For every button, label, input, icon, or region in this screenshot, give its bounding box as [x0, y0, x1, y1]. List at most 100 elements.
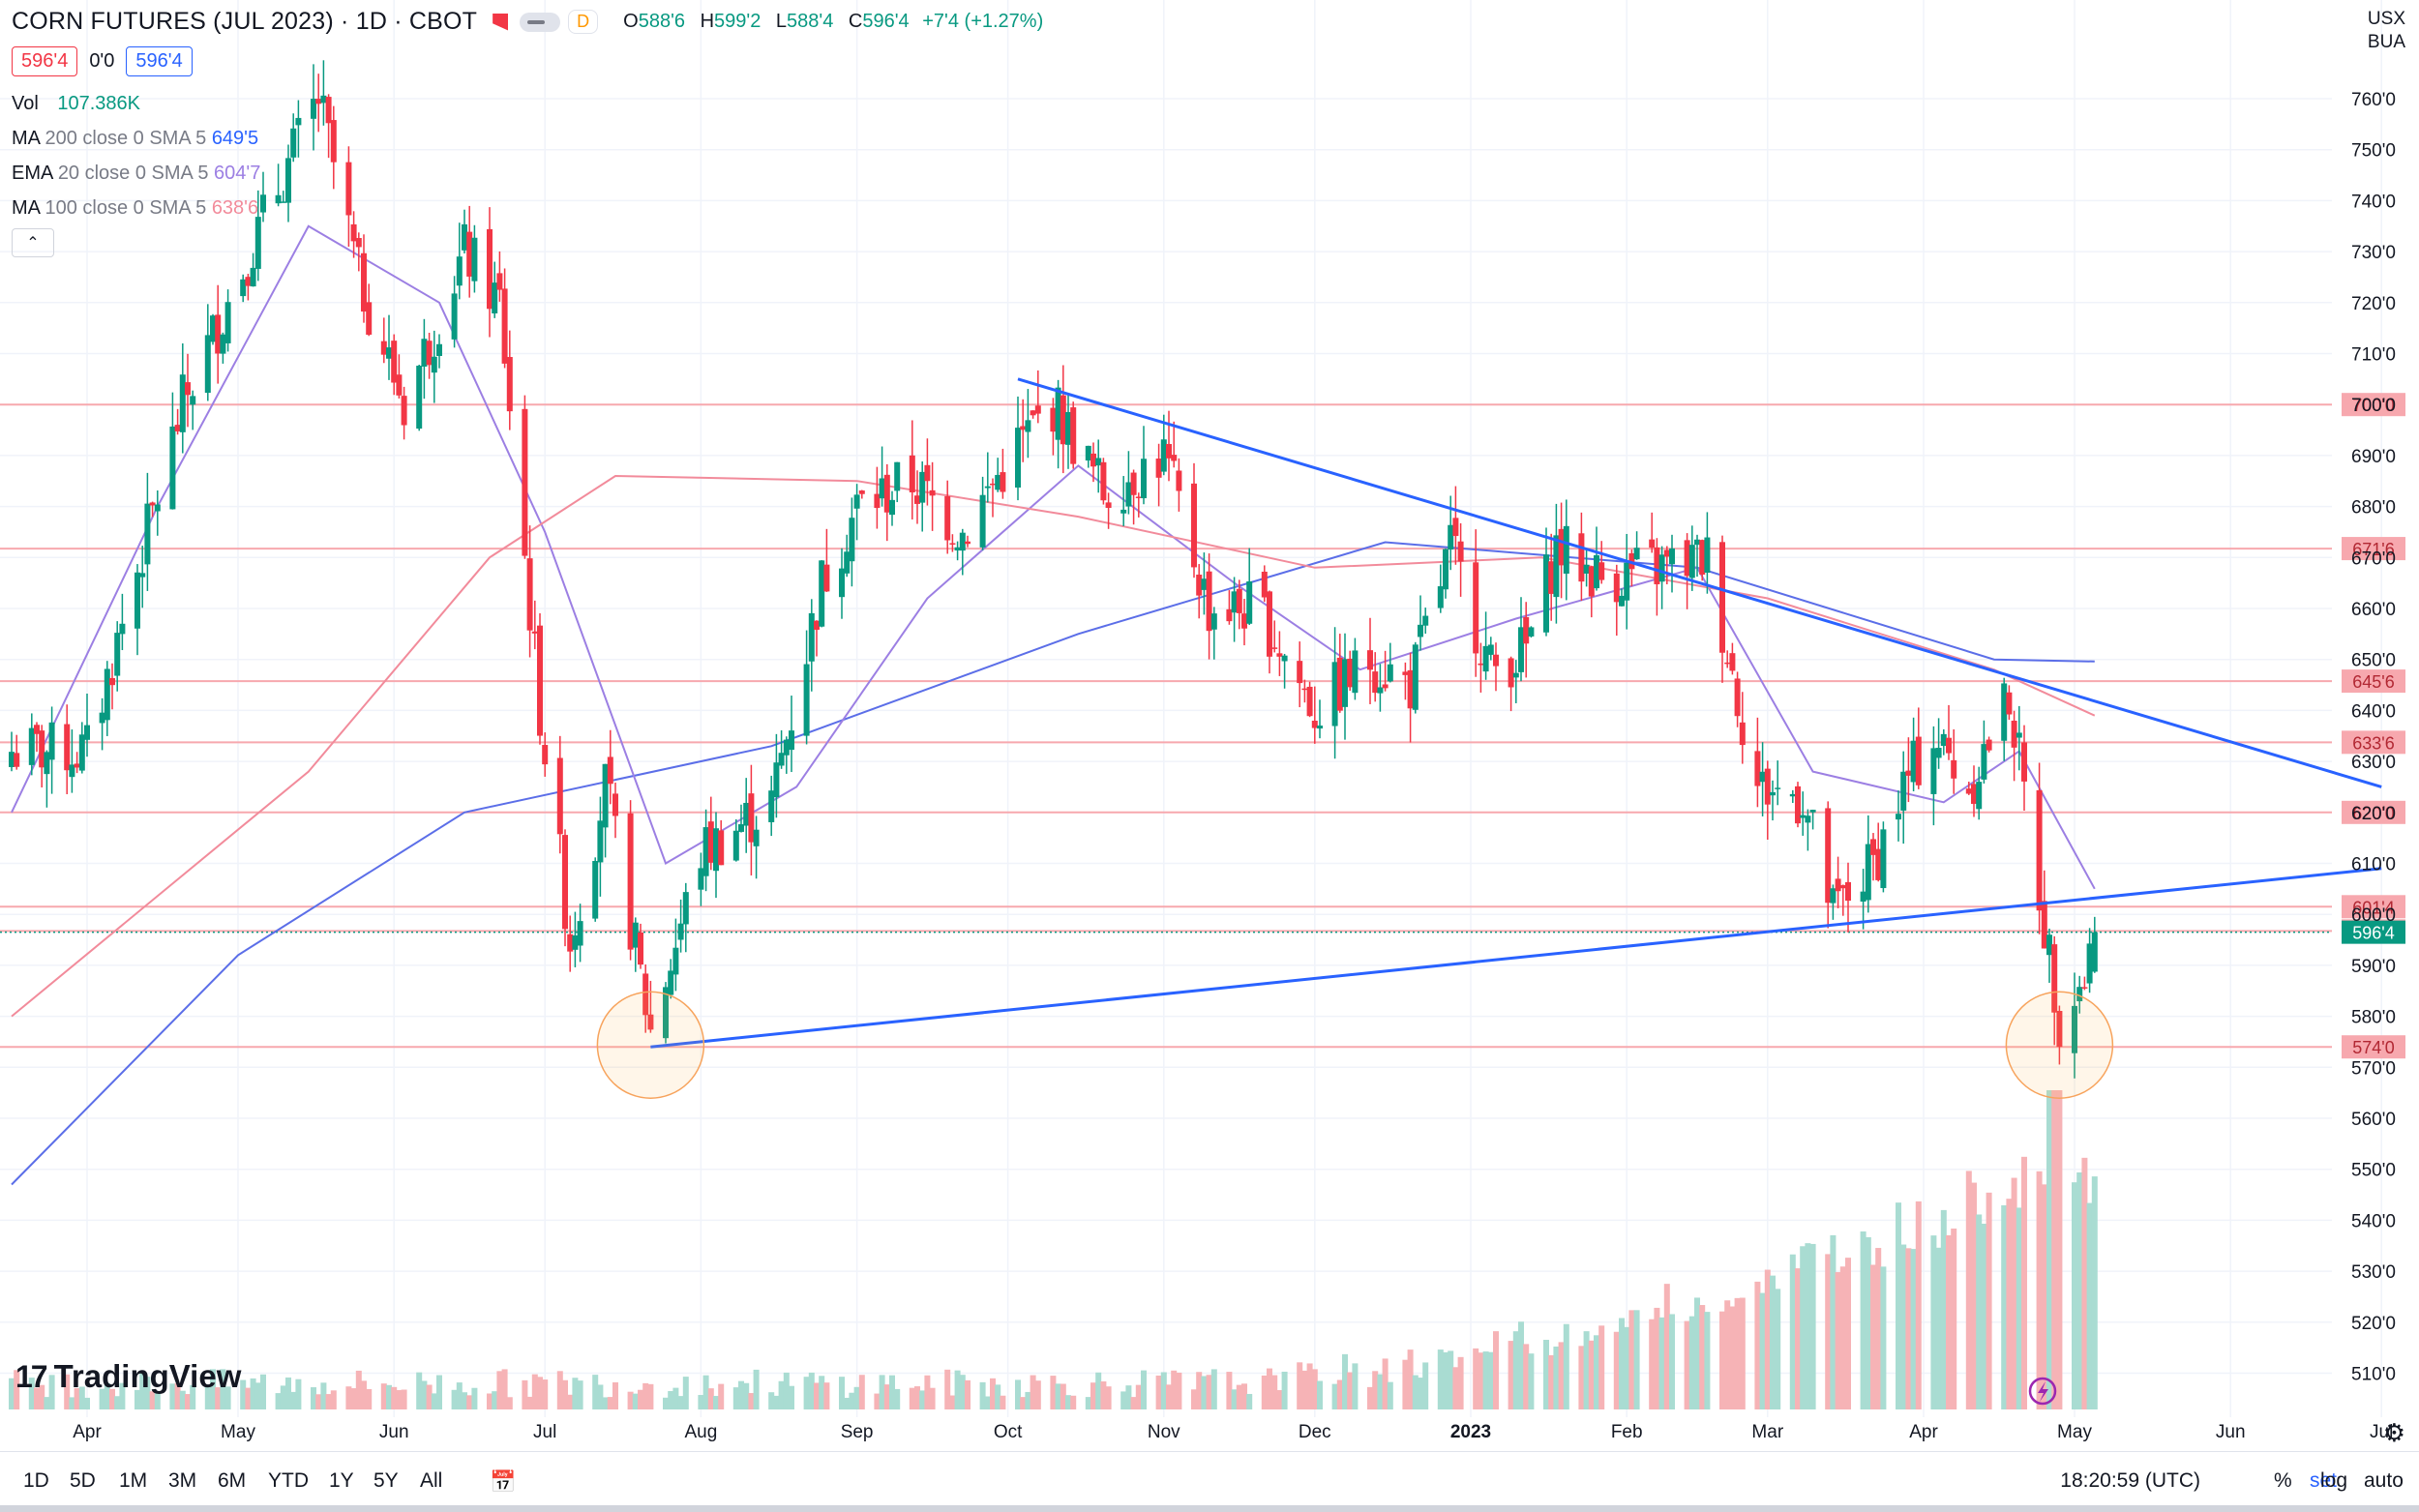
volume-bar	[1905, 1248, 1912, 1409]
highlight-circle	[2005, 991, 2114, 1099]
candle-body	[1095, 458, 1102, 466]
candle-body	[2081, 987, 2088, 989]
tradingview-logo[interactable]: 17 TradingView	[15, 1358, 242, 1394]
candle-body	[914, 495, 920, 504]
timeframe-5y[interactable]: 5Y	[373, 1469, 399, 1492]
candle-body	[1588, 566, 1595, 597]
volume-bar	[1000, 1395, 1006, 1409]
buy-price-box[interactable]: 596'4	[126, 46, 193, 76]
candle-body	[1261, 571, 1268, 598]
auto-toggle[interactable]: auto	[2364, 1469, 2404, 1492]
candle-body	[1875, 848, 1882, 880]
candle-body	[1000, 472, 1006, 492]
volume-bar	[1965, 1171, 1972, 1409]
level-label-bg	[2342, 895, 2405, 919]
currency-selector[interactable]: USX BUA	[2368, 8, 2405, 54]
currency-sub[interactable]: BUA	[2367, 32, 2405, 52]
volume-bar	[823, 1382, 830, 1409]
volume-bar	[471, 1387, 478, 1409]
candle-body	[1946, 737, 1952, 754]
volume-bar	[9, 1378, 15, 1409]
calendar-icon[interactable]: 📅	[490, 1469, 517, 1494]
candle-body	[677, 923, 684, 940]
volume-bar	[421, 1380, 428, 1409]
volume-bar	[808, 1372, 815, 1409]
price-axis[interactable]: 510'0 520'0 530'0 540'0 550'0 560'0 570'0 580'0…	[2351, 90, 2396, 1385]
minus-toggle-icon[interactable]	[520, 12, 561, 32]
volume-bar	[1583, 1331, 1590, 1409]
candle-body	[1015, 428, 1021, 489]
price-tick-label: 600'0	[2351, 905, 2396, 926]
candle-body	[1155, 459, 1162, 478]
volume-bar	[139, 1371, 146, 1409]
volume-bar	[1558, 1342, 1565, 1409]
timeframe-1m[interactable]: 1M	[119, 1469, 148, 1492]
candle-body	[290, 128, 297, 158]
volume-bar	[1789, 1254, 1796, 1409]
indicator-ma200[interactable]: MA 200 close 0 SMA 5 649'5	[12, 128, 259, 149]
volume-bar	[677, 1396, 684, 1409]
timeframe-1y[interactable]: 1Y	[329, 1469, 354, 1492]
candle-body	[1231, 591, 1238, 613]
candle-body	[1297, 661, 1303, 684]
indicator-ema20[interactable]: EMA 20 close 0 SMA 5 604'7	[12, 163, 261, 184]
indicator-volume[interactable]: Vol 107.386K	[12, 93, 141, 114]
volume-bar	[1387, 1381, 1393, 1409]
price-chart[interactable]: 700'0671'6645'6633'6620'0601'4596'6574'0…	[0, 0, 2419, 1451]
volume-bar	[1981, 1224, 1987, 1409]
percent-toggle[interactable]: %	[2274, 1469, 2292, 1492]
timeframe-5d[interactable]: 5D	[70, 1469, 96, 1492]
volume-bar	[179, 1390, 186, 1409]
volume-bar	[1176, 1372, 1182, 1409]
timeframe-6m[interactable]: 6M	[218, 1469, 247, 1492]
gear-icon[interactable]: ⚙	[2382, 1418, 2405, 1447]
candle-body	[1724, 662, 1731, 665]
volume-bar	[1317, 1380, 1323, 1409]
log-toggle[interactable]: log	[2320, 1469, 2348, 1492]
candle-body	[1518, 627, 1524, 672]
data-badge[interactable]: D	[568, 10, 599, 34]
candle-body	[672, 947, 679, 975]
last-price-label-bg	[2342, 920, 2405, 944]
sell-price-box[interactable]: 596'4	[12, 46, 78, 76]
volume-bar	[743, 1382, 750, 1409]
symbol-title[interactable]: CORN FUTURES (JUL 2023) · 1D · CBOT	[12, 8, 478, 35]
candle-body	[2006, 692, 2013, 715]
candle-body	[275, 194, 282, 204]
price-tick-label: 580'0	[2351, 1008, 2396, 1028]
currency-unit[interactable]: USX	[2367, 9, 2405, 29]
volume-bar	[1125, 1385, 1132, 1409]
volume-bar	[39, 1384, 45, 1409]
candle-body	[1100, 461, 1107, 501]
volume-bar	[1940, 1209, 1947, 1409]
session-toggle[interactable]: set	[2309, 1469, 2337, 1492]
level-label: 645'6	[2352, 672, 2394, 692]
candle-body	[2086, 943, 2093, 984]
flag-icon[interactable]	[493, 13, 509, 31]
horizontal-levels[interactable]: 700'0671'6645'6633'6620'0601'4596'6574'0…	[0, 393, 2405, 1059]
chevron-up-icon[interactable]: ⌃	[12, 228, 54, 257]
timeframe-3m[interactable]: 3M	[168, 1469, 197, 1492]
volume-bar	[1739, 1297, 1746, 1409]
candle-body	[778, 753, 785, 766]
timeframe-1d[interactable]: 1D	[23, 1469, 49, 1492]
candle-body	[204, 335, 211, 394]
lightning-icon[interactable]	[2028, 1377, 2057, 1406]
candle-body	[1402, 671, 1409, 675]
trendlines[interactable]	[650, 377, 2382, 1049]
volume-bar	[682, 1377, 689, 1409]
candle-body	[401, 396, 407, 426]
candle-body	[1523, 616, 1530, 644]
timeframe-ytd[interactable]: YTD	[268, 1469, 309, 1492]
timeframe-all[interactable]: All	[420, 1469, 443, 1492]
candle-body	[487, 228, 493, 310]
candle-body	[1226, 608, 1233, 622]
volume-bar	[1875, 1248, 1882, 1409]
clock-readout[interactable]: 18:20:59 (UTC)	[2060, 1469, 2200, 1492]
volume-bar	[984, 1396, 991, 1409]
volume-bar	[612, 1381, 618, 1409]
volume-bar	[1699, 1305, 1706, 1409]
candle-body	[64, 724, 71, 771]
time-axis[interactable]: Apr May Jun Jul Aug Sep Oct Nov Dec 2023 Feb Mar Apr…	[73, 1422, 2393, 1442]
indicator-ma100[interactable]: MA 100 close 0 SMA 5 638'6	[12, 197, 259, 219]
